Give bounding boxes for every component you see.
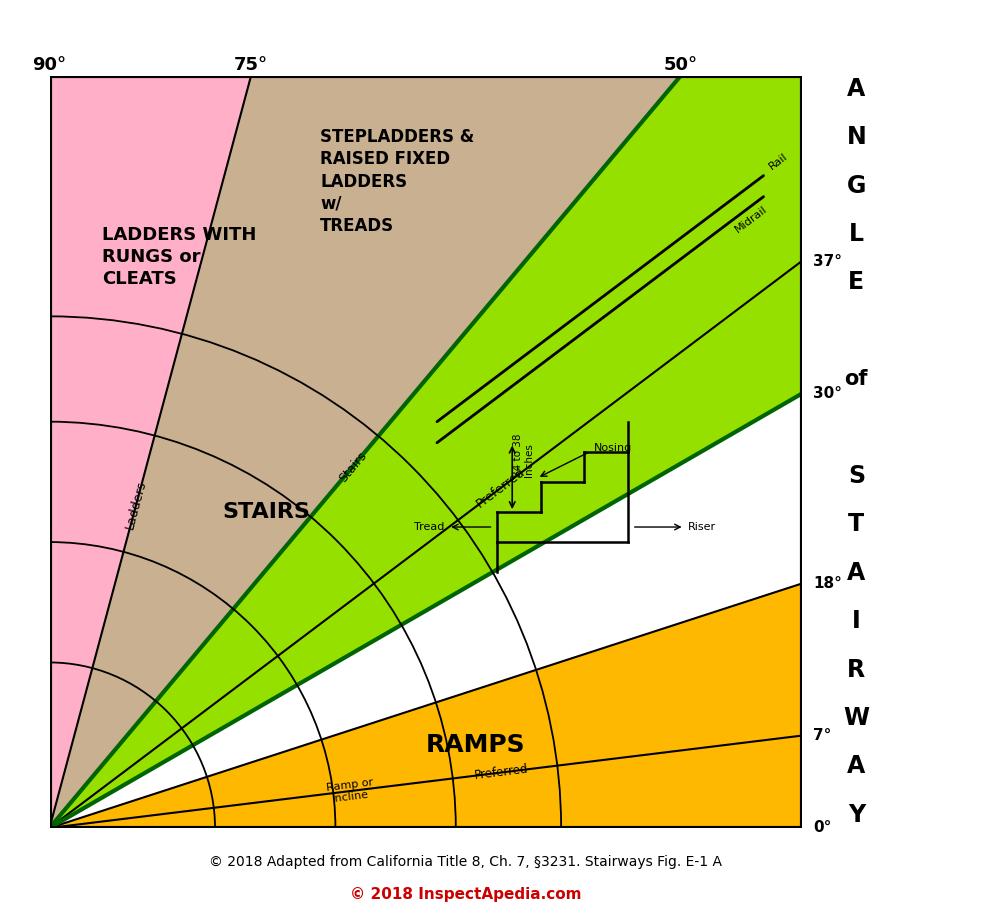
Text: © 2018 InspectApedia.com: © 2018 InspectApedia.com — [349, 887, 581, 902]
Polygon shape — [50, 76, 802, 828]
Text: G: G — [846, 173, 866, 197]
Text: LADDERS WITH
RUNGS or
CLEATS: LADDERS WITH RUNGS or CLEATS — [102, 226, 256, 289]
Text: 18°: 18° — [813, 576, 842, 591]
Polygon shape — [50, 76, 251, 828]
Text: S: S — [847, 464, 865, 488]
Text: W: W — [843, 706, 869, 730]
Text: Nosing: Nosing — [593, 443, 632, 453]
Text: Preferred: Preferred — [474, 466, 528, 510]
Text: of: of — [844, 369, 868, 389]
Text: I: I — [852, 609, 860, 633]
Text: Y: Y — [847, 803, 865, 827]
Polygon shape — [50, 394, 802, 828]
Text: 75°: 75° — [234, 55, 268, 74]
Text: R: R — [847, 657, 865, 681]
Text: T: T — [848, 513, 864, 537]
Text: RAMPS: RAMPS — [426, 733, 526, 757]
Text: 37°: 37° — [813, 254, 842, 268]
Text: Preferred: Preferred — [473, 762, 529, 782]
Text: 90°: 90° — [33, 55, 66, 74]
Text: A: A — [847, 754, 865, 778]
Polygon shape — [50, 76, 681, 828]
Text: A: A — [847, 561, 865, 585]
Text: Tread: Tread — [414, 522, 445, 532]
Text: STEPLADDERS &
RAISED FIXED
LADDERS
w/
TREADS: STEPLADDERS & RAISED FIXED LADDERS w/ TR… — [321, 128, 474, 235]
Polygon shape — [50, 584, 802, 828]
Text: 50°: 50° — [663, 55, 698, 74]
Text: L: L — [848, 222, 864, 246]
Text: Ladders: Ladders — [124, 479, 148, 530]
Text: N: N — [846, 125, 866, 149]
Text: Stairs: Stairs — [336, 449, 369, 485]
Text: Rail: Rail — [767, 151, 790, 171]
Text: © 2018 Adapted from California Title 8, Ch. 7, §3231. Stairways Fig. E-1 A: © 2018 Adapted from California Title 8, … — [209, 855, 722, 869]
Text: 34 to 38
Inches: 34 to 38 Inches — [513, 434, 535, 478]
Text: Riser: Riser — [688, 522, 717, 532]
Text: 7°: 7° — [813, 728, 832, 743]
Text: A: A — [847, 77, 865, 100]
Text: STAIRS: STAIRS — [223, 502, 311, 522]
Text: 30°: 30° — [813, 386, 842, 401]
Text: Midrail: Midrail — [734, 204, 769, 235]
Text: Ramp or
Incline: Ramp or Incline — [326, 777, 375, 805]
Text: E: E — [848, 270, 864, 294]
Text: 0°: 0° — [813, 821, 832, 835]
